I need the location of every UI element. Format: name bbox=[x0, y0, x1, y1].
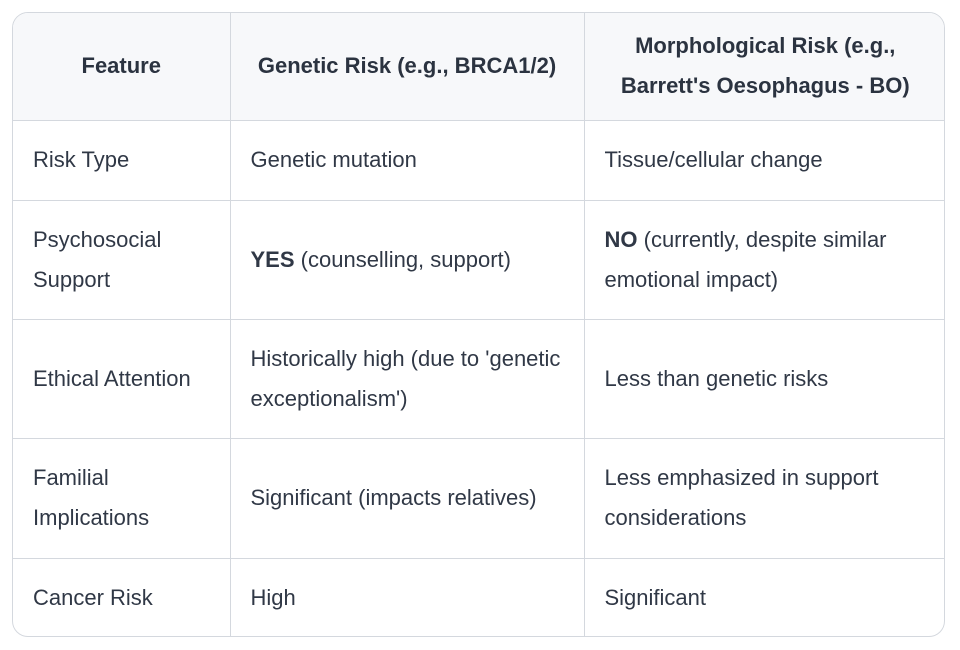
table-body: Risk Type Genetic mutation Tissue/cellul… bbox=[13, 120, 944, 636]
table-row: Cancer Risk High Significant bbox=[13, 558, 944, 636]
feature-cell: Ethical Attention bbox=[13, 319, 231, 439]
table-row: Ethical Attention Historically high (due… bbox=[13, 319, 944, 439]
comparison-table: Feature Genetic Risk (e.g., BRCA1/2) Mor… bbox=[12, 12, 945, 637]
genetic-emphasis: YES bbox=[250, 246, 295, 272]
genetic-cell: High bbox=[230, 558, 585, 636]
feature-cell: Cancer Risk bbox=[13, 558, 231, 636]
table-header: Feature Genetic Risk (e.g., BRCA1/2) Mor… bbox=[13, 13, 944, 121]
morphological-cell: Less emphasized in support consideration… bbox=[584, 438, 944, 559]
genetic-cell: Historically high (due to 'genetic excep… bbox=[230, 319, 585, 439]
header-morphological-risk: Morphological Risk (e.g., Barrett's Oeso… bbox=[584, 13, 944, 121]
header-genetic-risk: Genetic Risk (e.g., BRCA1/2) bbox=[230, 13, 585, 121]
header-row: Feature Genetic Risk (e.g., BRCA1/2) Mor… bbox=[13, 13, 944, 121]
morphological-cell: NO (currently, despite similar emotional… bbox=[584, 200, 944, 320]
header-feature: Feature bbox=[13, 13, 231, 121]
table-row: Risk Type Genetic mutation Tissue/cellul… bbox=[13, 120, 944, 201]
feature-cell: Risk Type bbox=[13, 120, 231, 201]
table-row: Familial Implications Significant (impac… bbox=[13, 438, 944, 559]
genetic-cell: Genetic mutation bbox=[230, 120, 585, 201]
feature-cell: Familial Implications bbox=[13, 438, 231, 559]
table-row: Psychosocial Support YES (counselling, s… bbox=[13, 200, 944, 320]
morphological-cell: Less than genetic risks bbox=[584, 319, 944, 439]
feature-cell: Psychosocial Support bbox=[13, 200, 231, 320]
risk-comparison-table: Feature Genetic Risk (e.g., BRCA1/2) Mor… bbox=[13, 13, 944, 636]
morphological-detail: (currently, despite similar emotional im… bbox=[604, 226, 887, 292]
morphological-cell: Significant bbox=[604, 585, 707, 611]
genetic-cell: Significant (impacts relatives) bbox=[230, 438, 585, 559]
morphological-emphasis: NO bbox=[604, 226, 638, 252]
morphological-cell: Tissue/cellular change bbox=[584, 120, 944, 201]
genetic-detail: (counselling, support) bbox=[300, 246, 511, 272]
genetic-cell: YES (counselling, support) bbox=[230, 200, 585, 320]
